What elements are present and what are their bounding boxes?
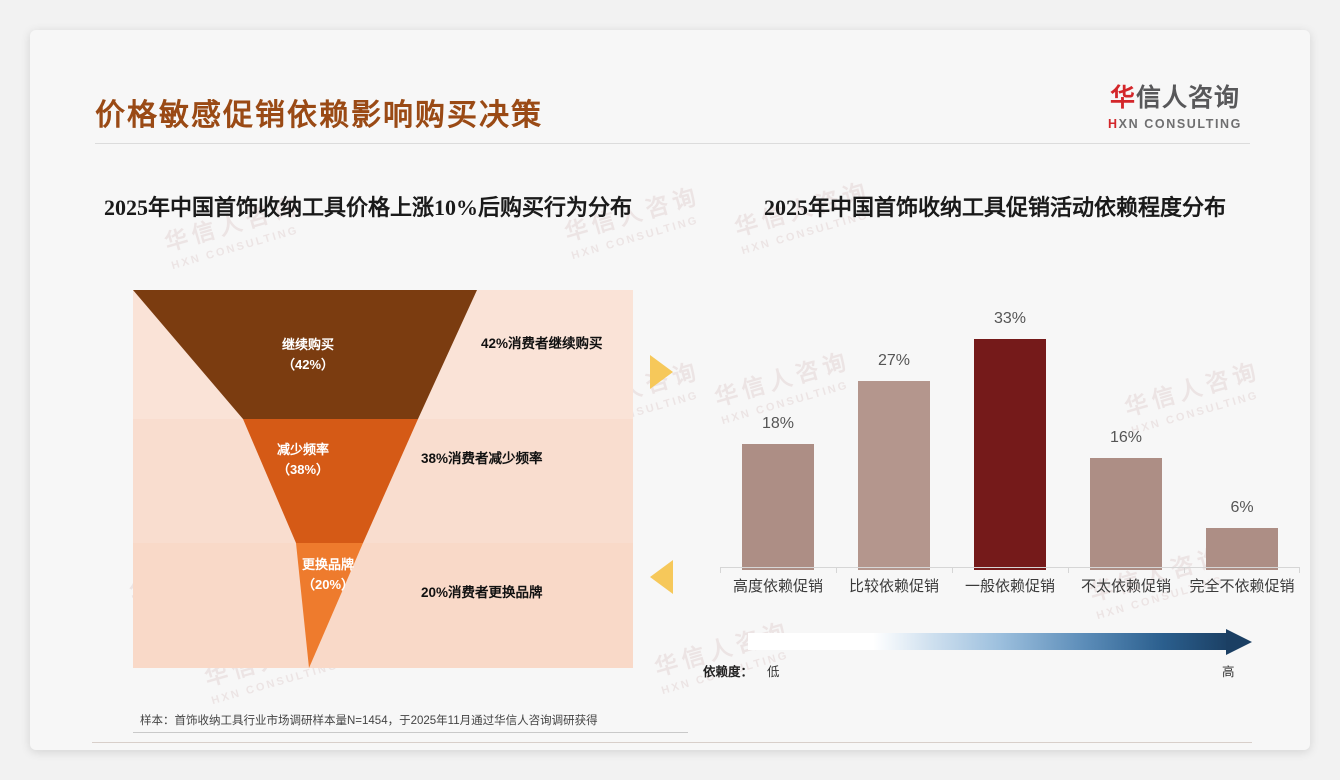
logo-en-accent: H [1108, 117, 1119, 131]
bar-4[interactable] [1206, 528, 1278, 570]
dependency-gradient-legend [748, 629, 1266, 655]
x-axis-label-0: 高度依赖促销 [732, 578, 823, 595]
logo-cn-rest: 信人咨询 [1136, 84, 1241, 112]
axis-tick [1299, 567, 1300, 573]
watermark: 华信人咨询 HXN CONSULTING [650, 611, 798, 697]
bar-value-0: 18% [761, 415, 795, 432]
gradient-arrowhead-icon [1226, 629, 1252, 655]
funnel-note-2: 38%消费者减少频率 [421, 451, 543, 466]
left-chart-title: 2025年中国首饰收纳工具价格上涨10%后购买行为分布 [103, 195, 632, 220]
logo-chinese: 华信人咨询 [1108, 86, 1242, 111]
logo-en-rest: XN CONSULTING [1118, 117, 1242, 131]
bar-value-4: 6% [1230, 499, 1254, 516]
funnel-segment-continue [133, 290, 477, 419]
bar-1[interactable] [858, 381, 930, 570]
bar-value-1: 27% [877, 352, 911, 369]
axis-tick [720, 567, 721, 573]
legend-high-label: 高 [1222, 665, 1235, 679]
page-title: 价格敏感促销依赖影响购买决策 [95, 99, 543, 132]
x-axis-label-3: 不太依赖促销 [1080, 578, 1171, 595]
brand-logo: 华信人咨询 HXN CONSULTING [1108, 86, 1242, 132]
axis-tick [1184, 567, 1185, 573]
footer-divider [92, 742, 1252, 743]
funnel-note-3: 20%消费者更换品牌 [421, 585, 543, 600]
funnel-label-1-text: 继续购买 [281, 337, 334, 352]
funnel-label-2-pct: （38%） [276, 461, 330, 477]
axis-tick [836, 567, 837, 573]
legend-key-label: 依赖度： [703, 665, 754, 679]
bar-value-3: 16% [1109, 429, 1143, 446]
arrow-left-icon [650, 560, 673, 594]
legend-low-label: 低 [767, 665, 780, 679]
funnel-label-3-pct: （20%） [301, 576, 355, 592]
bar-2[interactable] [974, 339, 1046, 570]
footnote-divider [133, 732, 688, 733]
axis-tick [1068, 567, 1069, 573]
funnel-note-1: 42%消费者继续购买 [481, 336, 603, 351]
bar-chart-plot [720, 315, 1300, 570]
x-axis-label-1: 比较依赖促销 [848, 578, 939, 595]
bar-0[interactable] [742, 444, 814, 570]
funnel-label-2: 减少频率 （38%） [238, 440, 368, 479]
bar-value-2: 33% [993, 310, 1027, 327]
bar-3[interactable] [1090, 458, 1162, 570]
header-divider [95, 143, 1250, 144]
logo-english: HXN CONSULTING [1108, 117, 1242, 131]
slide-canvas: 价格敏感促销依赖影响购买决策 华信人咨询 HXN CONSULTING 华信人咨… [30, 30, 1310, 750]
funnel-label-1-pct: （42%） [281, 356, 335, 372]
axis-tick [952, 567, 953, 573]
x-axis-line [720, 567, 1300, 568]
funnel-label-1: 继续购买 （42%） [243, 335, 373, 374]
x-axis-label-4: 完全不依赖促销 [1189, 578, 1295, 595]
logo-cn-accent: 华 [1109, 84, 1136, 112]
source-footnote: 样本：首饰收纳工具行业市场调研样本量N=1454，于2025年11月通过华信人咨… [140, 715, 598, 727]
funnel-chart: 继续购买 （42%） 减少频率 （38%） 更换品牌 （20%） 42%消费者继… [133, 290, 633, 668]
gradient-bar [748, 633, 1230, 650]
funnel-segment-switch [296, 543, 363, 668]
watermark-line2: HXN CONSULTING [170, 224, 301, 273]
funnel-band-3 [133, 543, 633, 668]
x-axis-label-2: 一般依赖促销 [964, 578, 1055, 595]
funnel-label-2-text: 减少频率 [276, 442, 329, 457]
arrow-right-icon [650, 355, 673, 389]
funnel-shape [133, 290, 477, 668]
funnel-label-3: 更换品牌 （20%） [263, 555, 393, 594]
right-chart-title: 2025年中国首饰收纳工具促销活动依赖程度分布 [763, 195, 1226, 220]
funnel-segment-reduce [243, 419, 418, 543]
funnel-label-3-text: 更换品牌 [301, 557, 354, 572]
